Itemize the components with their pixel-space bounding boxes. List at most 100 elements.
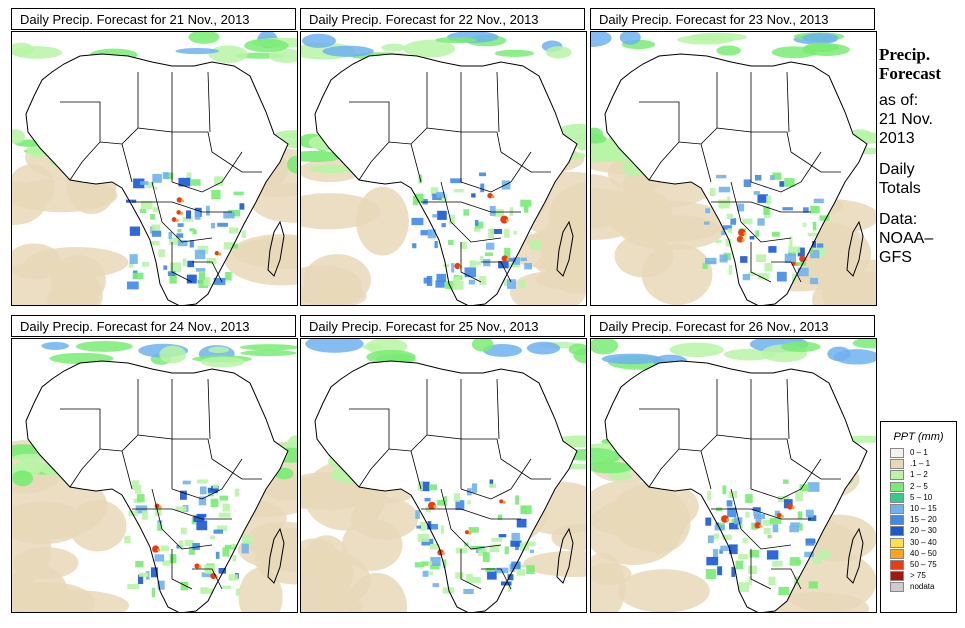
rain-cell [489, 205, 496, 216]
heavy-rain-spot [759, 524, 763, 528]
panel-title: Daily Precip. Forecast for 26 Nov., 2013 [590, 315, 875, 337]
forecast-panel-day2: Daily Precip. Forecast for 22 Nov., 2013 [300, 8, 587, 306]
rain-cell [154, 506, 162, 516]
country-border [481, 568, 512, 590]
rain-cell [198, 496, 207, 506]
rain-cell [129, 262, 134, 268]
rain-band-cell [240, 349, 297, 357]
rain-band-cell [688, 32, 747, 42]
heavy-rain-spot [176, 210, 181, 215]
legend-swatch [890, 582, 904, 593]
rain-cell [189, 546, 195, 555]
legend-label: 2 – 5 [910, 481, 928, 491]
rain-cell [215, 551, 220, 559]
rain-cell [727, 196, 731, 203]
rain-cell [430, 556, 441, 566]
light-rain-area [14, 589, 130, 612]
rain-band-cell [591, 448, 621, 465]
rain-cell [127, 583, 140, 590]
rain-band-cell [619, 32, 641, 45]
rain-cell [140, 181, 149, 185]
map-canvas [301, 339, 586, 612]
rain-cell [201, 572, 214, 578]
side-title-line2: Forecast [879, 64, 941, 83]
rain-cell [224, 544, 237, 550]
legend-swatch [890, 481, 904, 492]
precip-map [590, 31, 877, 306]
country-border [716, 72, 752, 182]
country-border [161, 221, 213, 243]
rain-cell [810, 206, 820, 214]
rain-cell [784, 178, 795, 187]
country-border [750, 72, 792, 153]
rain-band-cell [322, 45, 374, 57]
legend-swatch [890, 537, 904, 548]
rain-cell [768, 576, 776, 586]
rain-band-cell [716, 45, 741, 56]
rain-band-cell [780, 341, 821, 352]
rain-cell [762, 519, 773, 526]
country-border [750, 379, 792, 460]
country-border [211, 458, 262, 480]
rain-cell [138, 572, 149, 577]
rain-cell [217, 222, 228, 227]
rain-cell [718, 186, 731, 193]
heavy-rain-spot [754, 522, 761, 529]
forecast-panel-day4: Daily Precip. Forecast for 24 Nov., 2013 [11, 315, 298, 613]
heavy-rain-spot [791, 506, 795, 510]
rain-cell [178, 540, 184, 548]
rain-cell [177, 223, 184, 227]
rain-cell [486, 242, 495, 250]
rain-band-cell [802, 43, 850, 57]
rain-band-cell [591, 133, 607, 144]
country-border [496, 71, 500, 133]
rain-cell [755, 230, 760, 237]
rain-cell [720, 545, 733, 551]
rain-cell [705, 569, 716, 579]
daily-line1: Daily [879, 161, 915, 178]
rain-band-cell [482, 343, 523, 357]
rain-cell [437, 499, 445, 506]
heavy-rain-spot [726, 518, 730, 522]
rain-cell [526, 565, 535, 574]
rain-band-cell [15, 459, 44, 473]
legend-label: 50 – 75 [910, 559, 937, 569]
legend-swatch [890, 515, 904, 526]
heavy-rain-spot [795, 263, 799, 267]
country-border [500, 458, 551, 480]
rain-cell [213, 277, 226, 285]
country-border [711, 508, 811, 520]
rain-cell [520, 257, 527, 262]
rain-band-cell [309, 164, 354, 174]
rain-cell [748, 271, 756, 276]
rain-cell [776, 271, 787, 282]
madagascar-outline [267, 220, 285, 277]
rain-cell [728, 265, 733, 275]
rain-band-cell [208, 346, 230, 354]
rain-cell [470, 577, 481, 584]
rain-cell [430, 563, 440, 570]
rain-cell [705, 257, 717, 264]
rain-cell [421, 562, 429, 566]
rain-cell [504, 228, 510, 238]
rain-band-cell [244, 38, 289, 53]
rain-cell [479, 172, 487, 177]
light-rain-area [245, 521, 297, 560]
heavy-rain-spot [214, 250, 220, 256]
heavy-rain-spot [176, 197, 183, 203]
forecast-panel-day6: Daily Precip. Forecast for 26 Nov., 2013 [590, 315, 877, 613]
rain-cell [417, 533, 430, 542]
rain-band-cell [669, 342, 724, 358]
legend-swatch [890, 571, 904, 582]
rain-cell [471, 261, 481, 266]
rain-cell [169, 237, 182, 245]
rain-cell [479, 276, 487, 286]
rain-cell [136, 494, 145, 503]
rain-cell [783, 479, 789, 484]
legend-title: PPT (mm) [893, 431, 944, 443]
country-border [711, 201, 811, 213]
legend-label: 1 – 2 [910, 470, 928, 480]
rain-cell [179, 490, 187, 500]
heavy-rain-spot [464, 530, 470, 535]
rain-cell [162, 560, 171, 566]
